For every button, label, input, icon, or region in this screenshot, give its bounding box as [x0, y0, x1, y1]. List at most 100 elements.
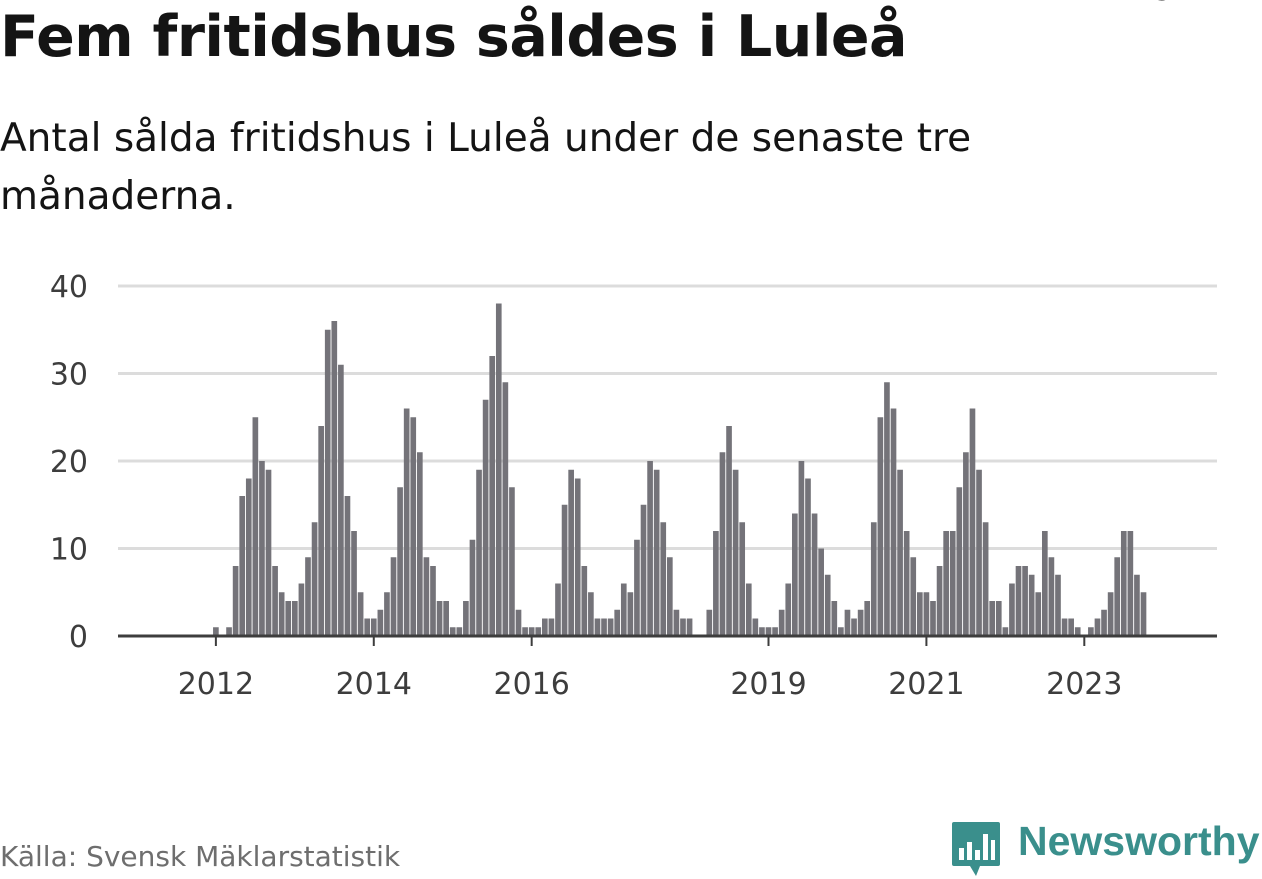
bar: [482, 399, 489, 636]
bar: [805, 478, 811, 636]
bar: [574, 478, 581, 636]
x-tick-label: 2019: [730, 667, 806, 702]
bar: [588, 592, 594, 636]
bar: [528, 627, 535, 636]
x-tick-label: 2016: [493, 667, 569, 702]
bar: [1042, 531, 1048, 636]
bar: [680, 618, 686, 636]
bar: [673, 609, 680, 636]
last-value-label: 5: [1154, 0, 1173, 8]
bar: [357, 592, 364, 636]
annotations: 5: [1154, 0, 1173, 8]
bar: [956, 487, 963, 636]
bar: [443, 601, 449, 636]
bar: [785, 583, 792, 636]
bar: [607, 618, 614, 636]
bar: [542, 618, 548, 636]
bar: [857, 609, 864, 636]
bar: [476, 469, 482, 636]
bar: [818, 548, 824, 636]
bar: [265, 469, 272, 636]
bar: [370, 618, 377, 636]
bar: [943, 531, 949, 636]
bar: [331, 321, 338, 636]
bar: [910, 557, 917, 636]
bar: [1015, 566, 1022, 636]
bar: [423, 557, 430, 636]
bar: [1101, 609, 1107, 636]
bar: [463, 601, 469, 636]
bar: [594, 618, 601, 636]
chart-title: Fem fritidshus såldes i Luleå: [0, 4, 908, 70]
bar: [292, 601, 298, 636]
bar: [555, 583, 561, 636]
bar: [976, 469, 982, 636]
bar: [640, 504, 647, 636]
bar: [969, 408, 976, 636]
bar: [890, 408, 897, 636]
bar: [436, 601, 443, 636]
bar: [1114, 557, 1121, 636]
bar: [1134, 574, 1140, 636]
bar: [377, 609, 384, 636]
bar: [772, 627, 778, 636]
bar: [1002, 627, 1009, 636]
gridlines: [118, 284, 1217, 550]
bar: [752, 618, 759, 636]
bar: [778, 609, 785, 636]
bar: [502, 382, 509, 636]
bar: [686, 618, 693, 636]
bar: [548, 618, 555, 636]
bar: [324, 329, 331, 636]
x-tick-label: 2021: [888, 667, 964, 702]
bar: [403, 408, 410, 636]
bar: [305, 557, 311, 636]
bar: [351, 531, 357, 636]
bar: [995, 601, 1002, 636]
bar: [456, 627, 463, 636]
y-tick-label: 0: [69, 620, 88, 655]
bar: [667, 557, 673, 636]
bar: [1107, 592, 1114, 636]
bar: [272, 566, 278, 636]
bar: [1140, 592, 1147, 636]
bar: [390, 557, 397, 636]
bar: [1048, 557, 1055, 636]
bar: [213, 627, 219, 636]
bar: [864, 601, 871, 636]
bar: [620, 583, 627, 636]
brand-name: Newsworthy: [1018, 818, 1260, 864]
bar: [732, 469, 739, 636]
bar: [318, 426, 324, 636]
bar: [811, 513, 818, 636]
bar-chart: 0 10 20 30 40 2012 2014 2016 2019 2021 2023 5: [50, 0, 1217, 702]
bar: [568, 469, 574, 636]
chart-subtitle: Antal sålda fritidshus i Luleå under de …: [0, 116, 972, 219]
bar: [792, 513, 798, 636]
bar: [634, 539, 640, 636]
bar: [923, 592, 930, 636]
bar: [903, 531, 910, 636]
bar: [561, 504, 568, 636]
bar: [344, 496, 351, 636]
bar: [509, 487, 515, 636]
x-tick-label: 2012: [178, 667, 254, 702]
x-axis: 2012 2014 2016 2019 2021 2023: [118, 634, 1217, 702]
bar: [745, 583, 752, 636]
bar: [489, 356, 496, 636]
bar: [917, 592, 923, 636]
bar: [798, 461, 805, 636]
bar: [245, 478, 252, 636]
bar-chart-speech-bubble-icon: [952, 822, 1000, 876]
bar: [653, 469, 660, 636]
bar: [535, 627, 542, 636]
bar: [364, 618, 371, 636]
bar: [647, 461, 653, 636]
bar: [877, 417, 884, 636]
bar: [449, 627, 456, 636]
bar: [285, 601, 292, 636]
bar: [949, 531, 956, 636]
x-tick-label: 2014: [336, 667, 412, 702]
bar: [469, 539, 476, 636]
bar: [252, 417, 259, 636]
